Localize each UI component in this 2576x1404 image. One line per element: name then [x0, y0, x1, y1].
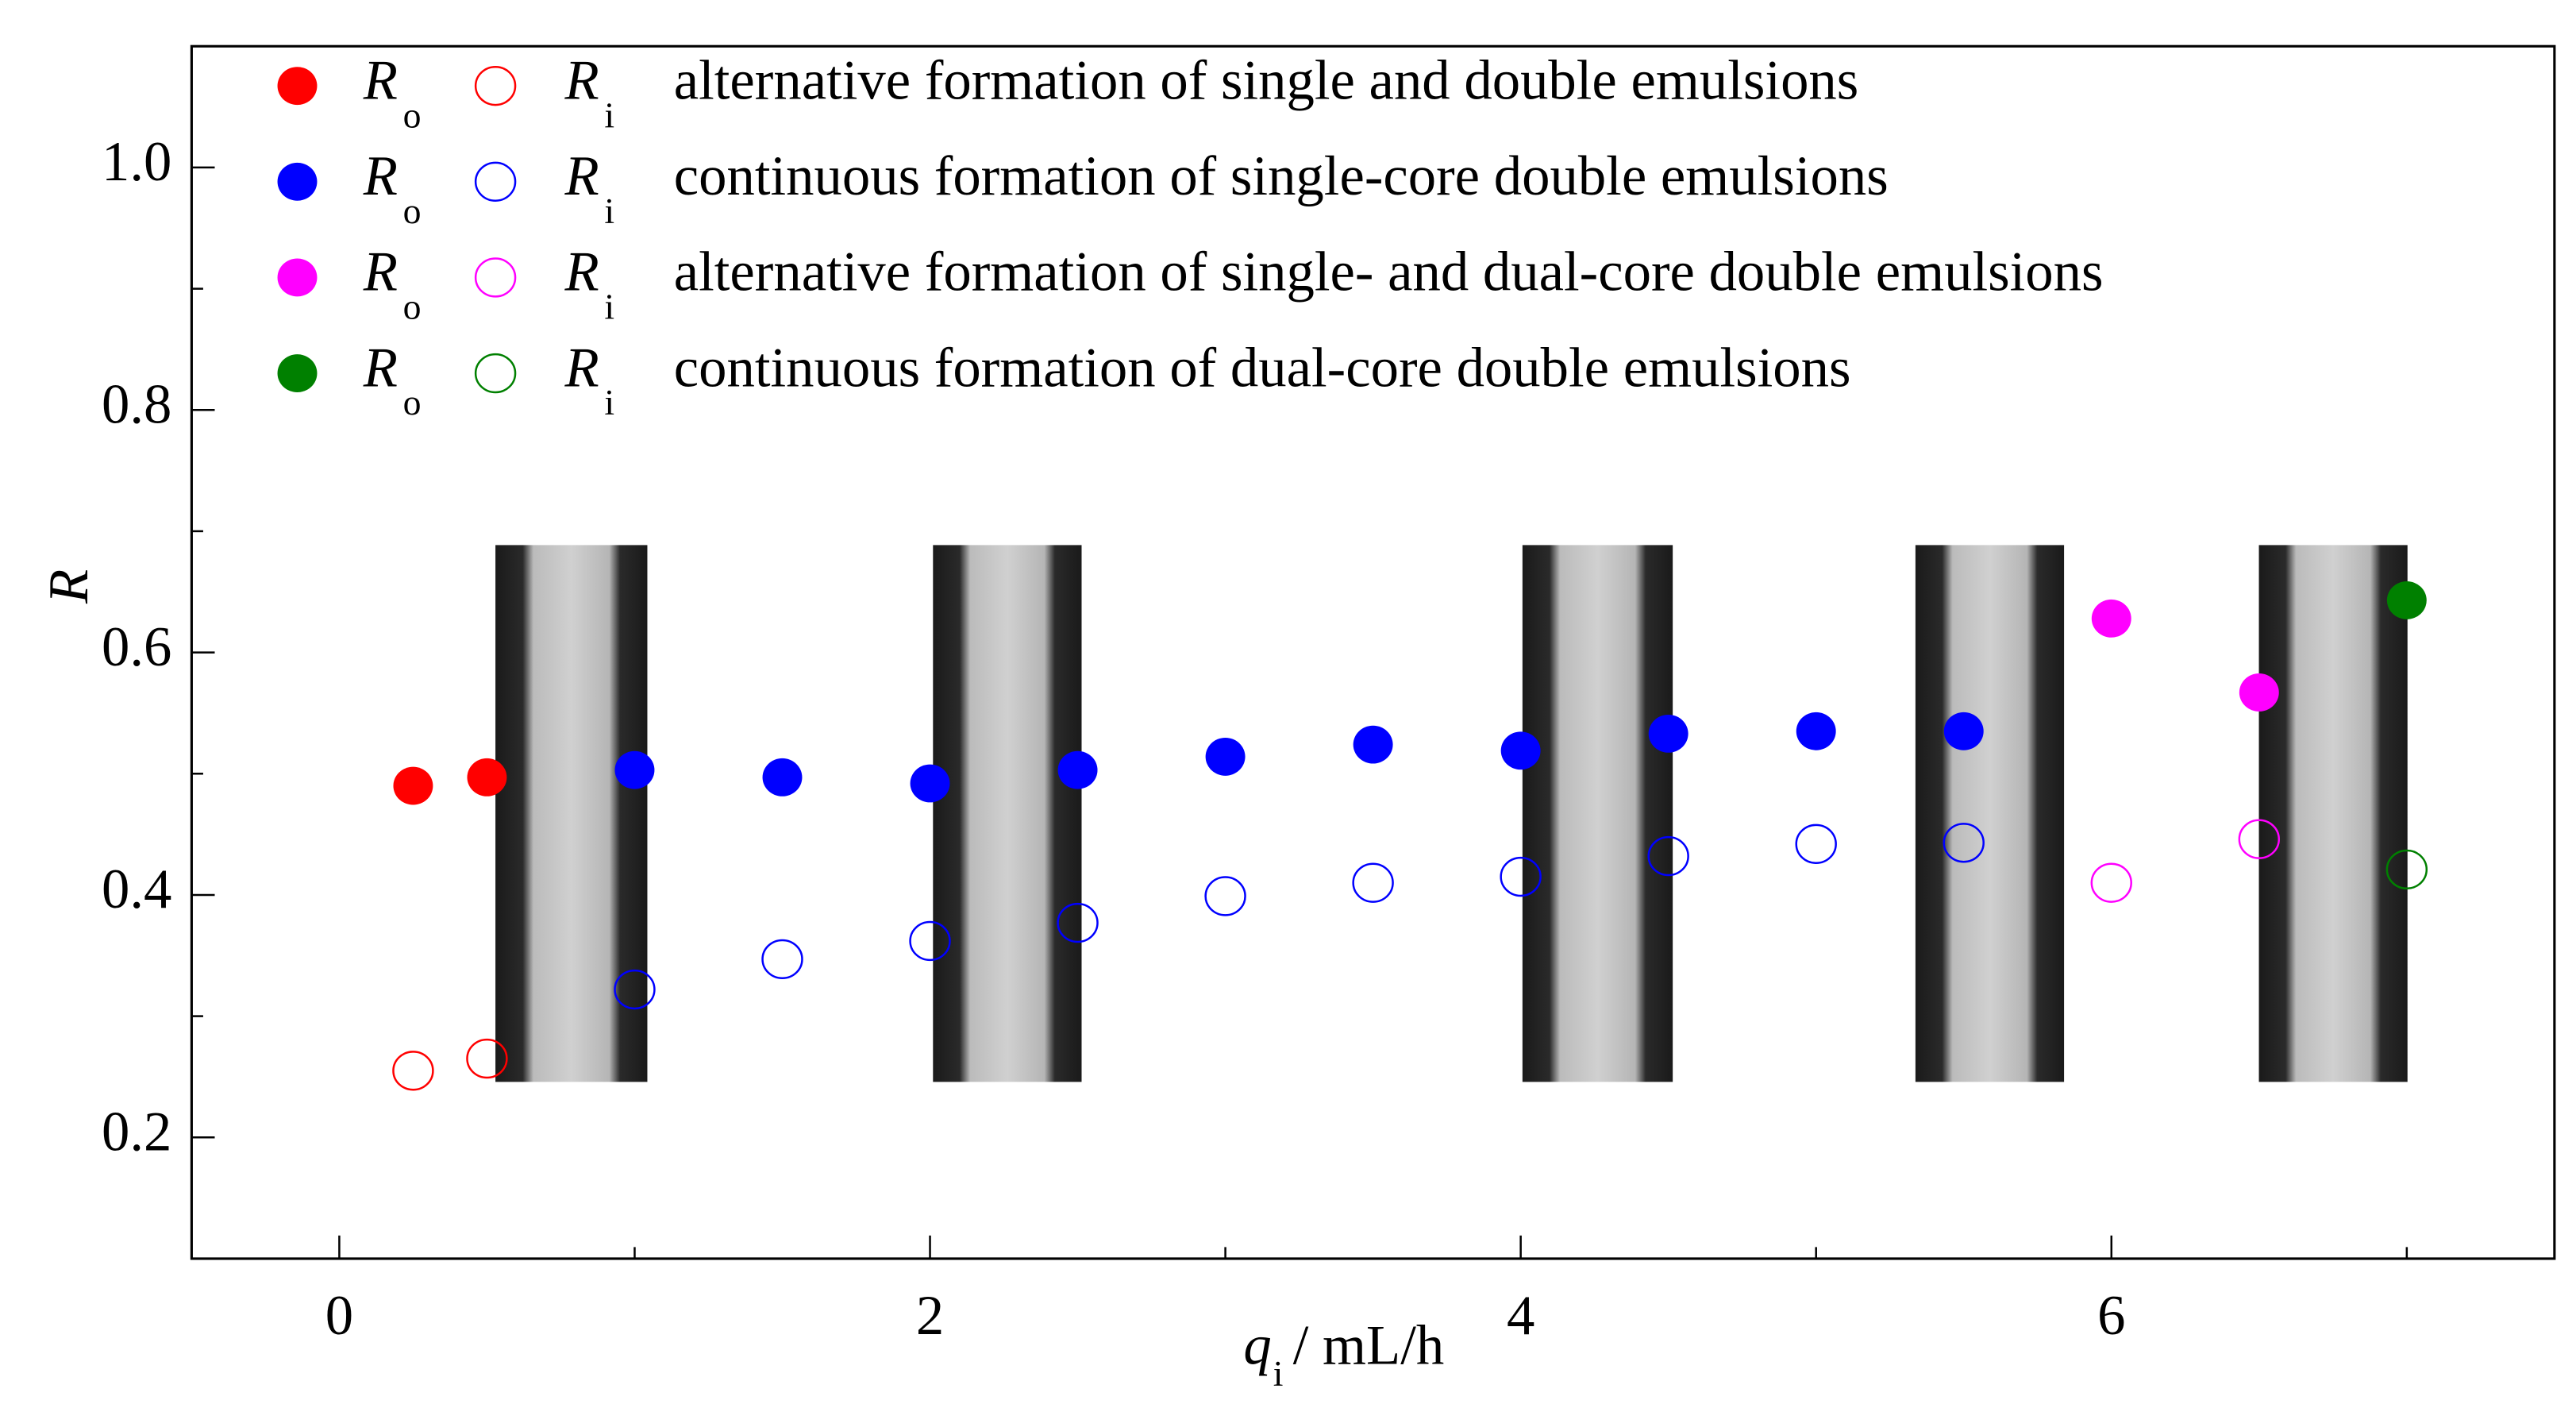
legend-marker-outer	[277, 162, 318, 201]
x-tick-label: 6	[2097, 1285, 2125, 1347]
x-axis-label-unit: / mL/h	[1293, 1315, 1445, 1377]
inner-radius-point	[1500, 856, 1542, 897]
legend-label: continuous formation of single-core doub…	[674, 145, 1889, 207]
y-tick-label: 0.2	[102, 1101, 171, 1163]
legend-subscript: o	[403, 94, 422, 135]
legend-subscript: i	[604, 191, 614, 231]
inner-radius-point	[392, 1051, 434, 1091]
x-tick-label: 0	[325, 1285, 353, 1347]
legend-marker-inner	[474, 161, 517, 202]
y-tick-label: 1.0	[102, 131, 171, 193]
legend-subscript: i	[604, 94, 614, 135]
inner-radius-point	[1795, 824, 1837, 864]
photo-inset	[1522, 545, 1673, 1082]
legend-subscript: i	[604, 382, 614, 422]
inner-radius-point	[1943, 823, 1985, 863]
photo-inset	[933, 545, 1082, 1082]
outer-radius-point	[762, 758, 803, 796]
legend-symbol: R	[363, 49, 398, 111]
y-tick-label: 0.6	[102, 616, 171, 678]
inner-radius-point	[1204, 876, 1246, 916]
outer-radius-point	[2386, 581, 2427, 619]
x-axis-label: q	[1243, 1315, 1271, 1377]
x-tick-label: 2	[916, 1285, 944, 1347]
legend-symbol: R	[564, 145, 599, 207]
legend-symbol: R	[363, 145, 398, 207]
legend-marker-outer	[277, 354, 318, 392]
legend-symbol: R	[564, 241, 599, 303]
y-tick-label: 0.4	[102, 858, 171, 920]
inner-radius-point	[761, 939, 803, 980]
y-tick-label: 0.8	[102, 373, 171, 435]
legend-marker-outer	[277, 67, 318, 106]
outer-radius-point	[614, 750, 655, 789]
legend-marker-inner	[474, 65, 517, 106]
legend-subscript: o	[403, 382, 422, 422]
outer-radius-point	[467, 758, 507, 796]
legend-symbol: R	[564, 49, 599, 111]
photo-inset	[495, 545, 648, 1082]
legend-label: alternative formation of single and doub…	[674, 49, 1859, 111]
inner-radius-point	[1057, 902, 1099, 943]
photo-inset	[2258, 545, 2408, 1082]
outer-radius-point	[1648, 714, 1688, 753]
legend-symbol: R	[564, 337, 599, 399]
inner-radius-point	[466, 1038, 508, 1079]
legend-symbol: R	[363, 337, 398, 399]
outer-radius-point	[2239, 673, 2279, 712]
photo-insets	[495, 545, 2408, 1082]
inner-radius-point	[1352, 862, 1394, 903]
x-tick-label: 4	[1507, 1285, 1534, 1347]
y-axis-label: R	[38, 569, 100, 604]
inner-radius-point	[614, 969, 656, 1010]
inner-radius-point	[1647, 835, 1689, 877]
legend-subscript: o	[403, 287, 422, 327]
legend-subscript: i	[604, 287, 614, 327]
photo-inset	[1915, 545, 2065, 1082]
outer-radius-point	[393, 766, 433, 805]
inner-radius-point	[2238, 819, 2281, 859]
outer-radius-point	[1500, 731, 1541, 770]
inner-radius-point	[2385, 849, 2428, 890]
legend-subscript: o	[403, 191, 422, 231]
legend-marker-inner	[474, 353, 517, 394]
inner-radius-point	[2090, 862, 2132, 903]
outer-radius-point	[1057, 750, 1098, 789]
outer-radius-point	[1205, 737, 1246, 776]
x-axis-label-subscript: i	[1273, 1353, 1284, 1394]
outer-radius-point	[1796, 712, 1836, 750]
legend-marker-outer	[277, 258, 318, 297]
legend-symbol: R	[363, 241, 398, 303]
outer-radius-point	[910, 764, 950, 803]
legend-label: continuous formation of dual-core double…	[674, 337, 1851, 399]
outer-radius-point	[1353, 725, 1393, 764]
legend-marker-inner	[474, 257, 517, 298]
inner-radius-point	[909, 920, 951, 962]
outer-radius-point	[2091, 599, 2131, 638]
outer-radius-point	[1943, 712, 1984, 750]
legend-label: alternative formation of single- and dua…	[674, 241, 2104, 303]
